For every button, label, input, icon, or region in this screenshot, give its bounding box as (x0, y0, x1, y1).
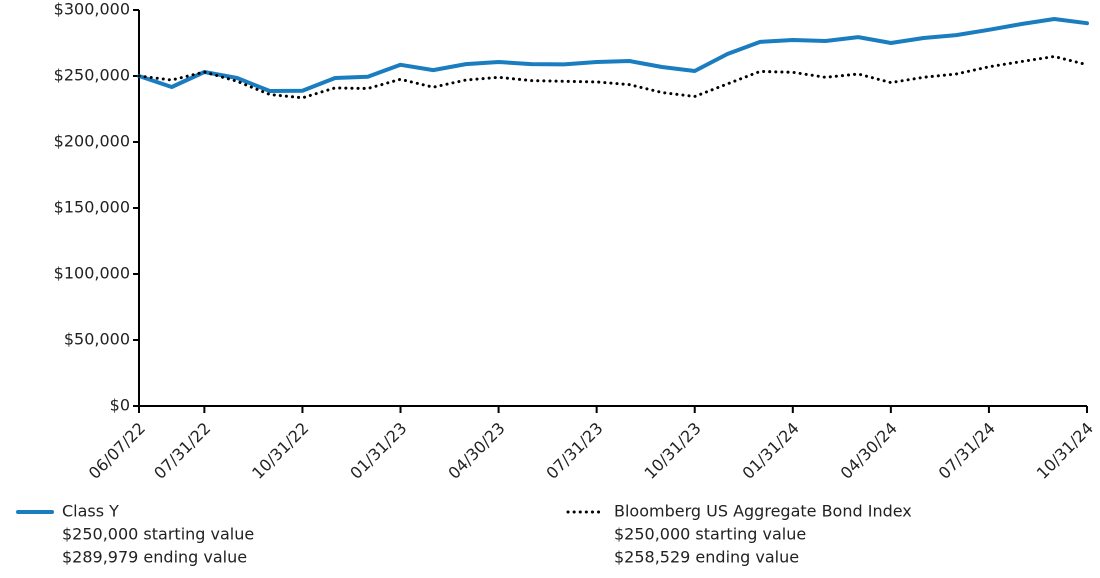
legend-label: Bloomberg US Aggregate Bond Index (614, 502, 912, 521)
legend-note: $250,000 starting value (62, 525, 254, 544)
y-tick-label: $50,000 (64, 330, 130, 349)
series-line (137, 17, 1089, 93)
x-tick-label: 07/31/23 (542, 419, 606, 483)
x-tick-label: 04/30/24 (837, 419, 901, 483)
y-tick-label: $200,000 (54, 132, 130, 151)
x-tick-label: 10/31/23 (640, 419, 704, 483)
legend-note: $258,529 ending value (614, 548, 799, 567)
legend-label: Class Y (62, 502, 119, 521)
x-tick-label: 10/31/24 (1033, 419, 1097, 483)
legend-item: Class Y $250,000 starting value $289,979 e… (16, 502, 254, 567)
legend-note: $250,000 starting value (614, 525, 806, 544)
x-tick-label: 10/31/22 (248, 419, 312, 483)
legend-note: $289,979 ending value (62, 548, 247, 567)
legend-item: Bloomberg US Aggregate Bond Index $250,00… (566, 502, 912, 567)
x-tick-label: 01/31/24 (739, 419, 803, 483)
x-tick-label: 04/30/23 (444, 419, 508, 483)
y-tick-label: $150,000 (54, 198, 130, 217)
y-tick-label: $300,000 (54, 0, 130, 19)
x-tick-label: 07/31/22 (150, 419, 214, 483)
x-tick-label: 06/07/22 (85, 419, 149, 483)
y-tick-label: $100,000 (54, 264, 130, 283)
x-tick-label: 01/31/23 (346, 419, 410, 483)
x-tick-label: 07/31/24 (935, 419, 999, 483)
y-tick-label: $250,000 (54, 66, 130, 85)
y-tick-label: $0 (110, 396, 130, 415)
